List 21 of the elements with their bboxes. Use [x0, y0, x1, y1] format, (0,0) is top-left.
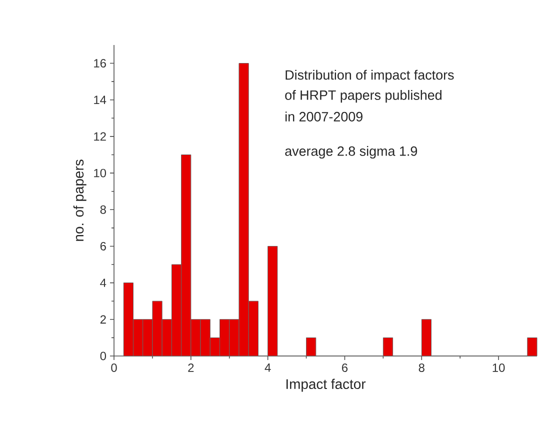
y-tick-label: 6 — [100, 242, 106, 250]
x-tick-label: 6 — [342, 364, 348, 372]
y-tick-label: 12 — [94, 132, 106, 141]
annotation: of HRPT papers published — [285, 90, 442, 103]
x-tick-label: 0 — [111, 364, 117, 372]
y-tick-label: 2 — [100, 315, 106, 324]
annotation: Distribution of impact factors — [286, 70, 454, 82]
y-tick-label: 4 — [100, 278, 106, 287]
x-tick-label: 2 — [188, 364, 194, 372]
y-tick-label: 14 — [94, 96, 106, 104]
y-tick-label: 8 — [100, 205, 106, 214]
x-axis-title: Impact factor — [286, 378, 366, 392]
y-tick-label: 0 — [100, 352, 106, 360]
x-tick-label: 8 — [418, 364, 424, 372]
annotation: in 2007-2009 — [286, 112, 362, 122]
y-tick-label: 16 — [94, 59, 106, 68]
annotation: average 2.8 sigma 1.9 — [285, 146, 418, 159]
x-tick-label: 4 — [264, 364, 271, 372]
x-tick-label: 10 — [492, 364, 505, 372]
y-axis-title: no. of papers — [73, 160, 86, 241]
y-tick-label: 10 — [94, 168, 106, 178]
